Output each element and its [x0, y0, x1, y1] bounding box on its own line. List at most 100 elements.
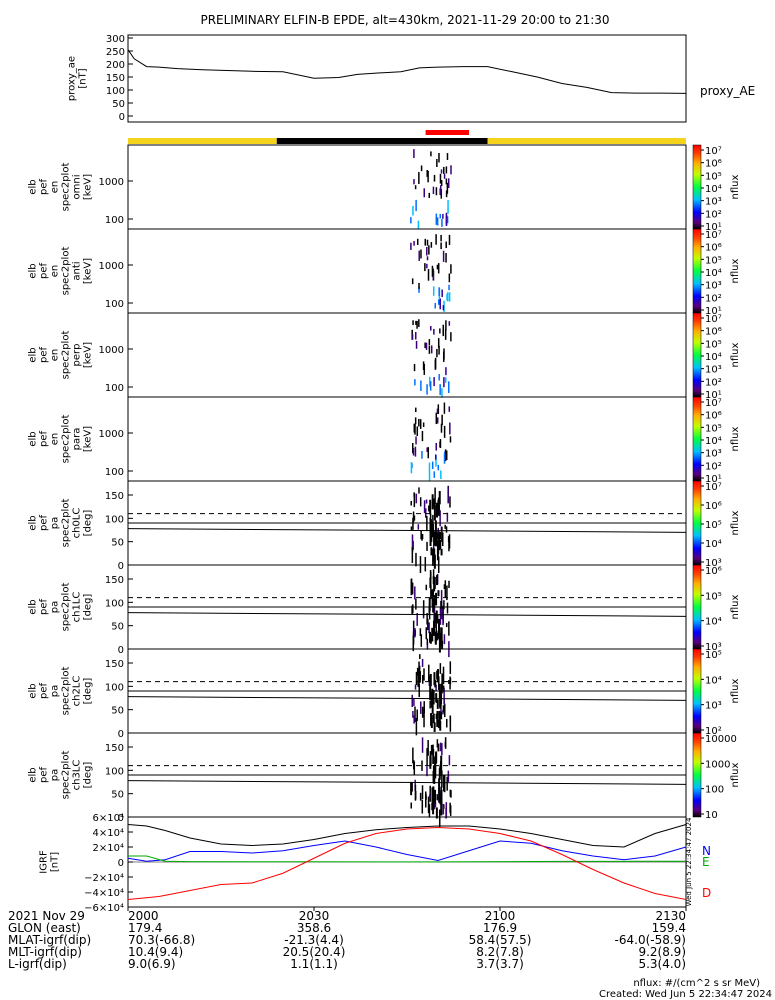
- panel-ch1LC-pixel: [437, 618, 440, 633]
- panel-para-pixel: [435, 412, 438, 425]
- panel-perp-pixel: [414, 379, 416, 386]
- panel-para-cb-label-6: 10⁷: [705, 398, 722, 409]
- panel-ch3LC-colorbar: [692, 732, 702, 818]
- panel-anti-cb-label-4: 10⁵: [705, 255, 722, 266]
- panel-omni-pixel: [447, 199, 449, 210]
- panel-ch2LC-pixel: [414, 706, 416, 723]
- panel-perp-cb-label-5: 10⁶: [705, 327, 722, 338]
- panel-ch0LC-pixel: [429, 519, 432, 535]
- panel-perp-pixel: [428, 345, 431, 354]
- panel-ch2LC-ylabel-1: pef: [39, 683, 50, 700]
- panel-ch1LC-pixel: [428, 597, 431, 611]
- panel-ch2LC-pixel: [413, 698, 415, 707]
- panel-ch0LC-ylabel-1: pef: [39, 515, 50, 532]
- panel-ch1LC-pixel: [443, 634, 446, 645]
- panel-ch3LC-pixel: [438, 809, 441, 828]
- igrf-ytick-label-5: 4×10⁴: [93, 828, 124, 839]
- panel-ch3LC-pixel: [426, 747, 428, 766]
- panel-ch0LC-cb-label-2: 10⁵: [705, 520, 722, 531]
- panel-para-pixel: [440, 470, 442, 480]
- panel-ch1LC-pixel: [414, 628, 416, 638]
- panel-ch2LC-ylabel-5: [deg]: [83, 678, 94, 705]
- panel-ch1LC-cb-title: nflux: [730, 594, 741, 619]
- panel-para-pixel: [422, 422, 425, 428]
- panel-omni-pixel: [410, 217, 412, 224]
- igrf-ytick-label-2: −2×10⁴: [84, 873, 124, 884]
- panel-omni-pixel: [443, 166, 445, 174]
- panel-ch2LC-pixel: [449, 676, 451, 690]
- panel-ch3LC-pixel: [429, 794, 431, 799]
- panel-perp-pixel: [423, 363, 426, 375]
- panel-ch0LC-pixel: [420, 530, 422, 540]
- panel-ch0LC-cb-label-1: 10⁴: [705, 539, 722, 550]
- panel-ch2LC-pixel: [412, 710, 414, 718]
- panel-ch0LC-pixel: [436, 532, 439, 539]
- panel-ch0LC-pixel: [415, 552, 417, 567]
- panel-omni-pixel: [435, 187, 438, 196]
- panel-ch0LC-pixel: [411, 534, 414, 553]
- panel-anti-pixel: [418, 286, 420, 293]
- footer-row-0-value-2: 2030: [299, 909, 330, 923]
- panel-ch2LC-cb-title: nflux: [730, 678, 741, 703]
- panel-ch3LC: 0 50 100 150 10 100 1000 10000 nflux elb pef pa spec…: [28, 732, 741, 828]
- panel-ch3LC-pixel: [431, 787, 434, 803]
- panel-ch3LC-pixel: [450, 790, 452, 798]
- panel-ch0LC-pixel: [433, 504, 436, 521]
- panel-ch0LC-ytick-label-2: 100: [105, 514, 124, 525]
- panel-ch1LC-pixel: [436, 614, 439, 624]
- panel-omni-pixel: [423, 188, 426, 198]
- panel-ch2LC-pixel: [421, 658, 424, 667]
- footer-row-4-value-2: 1.1(1.1): [290, 957, 338, 971]
- igrf-ylabel-1: [nT]: [50, 852, 61, 872]
- panel-ch2LC-cb-label-3: 10⁵: [705, 650, 722, 661]
- panel-ch1LC-ytick-label-2: 100: [105, 598, 124, 609]
- footer-row-4-label: L-igrf(dip): [8, 957, 67, 971]
- panel-para-spectrogram: [410, 402, 452, 482]
- panel-para-pixel: [449, 436, 452, 443]
- panel-ch0LC-pixel: [428, 505, 430, 512]
- panel-perp-pixel: [411, 334, 414, 340]
- footer-row-0-value-3: 2100: [485, 909, 516, 923]
- panel-perp-pixel: [424, 342, 426, 349]
- panel-omni-ylabel-5: [keV]: [83, 174, 94, 200]
- panel-ch3LC-pixel: [436, 739, 439, 748]
- panel-ch3LC-ylabel-3: spec2plot: [61, 751, 72, 800]
- panel-ch1LC-pixel: [410, 578, 413, 596]
- panel-ch2LC-pixel: [434, 679, 437, 688]
- panel-para-pixel: [426, 447, 428, 452]
- panel-anti-pixel: [437, 263, 440, 274]
- panel-omni-cb-title: nflux: [730, 174, 741, 199]
- panel-perp-pixel: [441, 388, 443, 398]
- panel-ch3LC-pixel: [440, 742, 442, 752]
- panel-ch1LC-pixel: [441, 640, 444, 649]
- panel-ch0LC-pixel: [429, 499, 432, 515]
- panel-ch1LC-pixel: [448, 621, 450, 636]
- panel-ch2LC-pixel: [443, 703, 446, 718]
- panel-anti-spectrogram: [410, 234, 452, 313]
- panel-ch0LC-pixel: [446, 512, 449, 522]
- panel-ch0LC-pixel: [412, 517, 414, 530]
- panel-ch3LC-pixel: [434, 801, 437, 808]
- panel-perp-pixel: [438, 374, 440, 381]
- panel-omni-pixel: [412, 205, 414, 216]
- panel-ch0LC-pixel: [410, 526, 413, 531]
- panel-perp-pixel: [439, 328, 441, 334]
- panel-ch1LC-cb-label-0: 10³: [705, 642, 722, 653]
- panel-ch2LC-pixel: [421, 706, 424, 718]
- panel-perp-cb-label-1: 10²: [705, 377, 722, 388]
- igrf-ytick-label-6: 6×10⁴: [93, 813, 124, 824]
- panel-ch2LC-pixel: [440, 706, 442, 713]
- panel-ch1LC-pixel: [430, 571, 432, 580]
- panel-ch2LC-loss-cone-line: [127, 696, 687, 701]
- panel-ch2LC-pixel: [429, 685, 432, 700]
- panel-ch1LC-pixel: [436, 633, 439, 640]
- panel-ch3LC-spectrogram: [410, 737, 452, 828]
- panel-ch1LC-pixel: [412, 631, 415, 645]
- panel-ch2LC-ylabel-0: elb: [28, 683, 39, 698]
- panel-anti-pixel: [418, 282, 420, 289]
- panel-ch3LC-ytick-label-2: 100: [105, 766, 124, 777]
- panel-perp-pixel: [430, 345, 433, 354]
- panel-ch1LC-pixel: [443, 584, 446, 589]
- panel-ch3LC-pixel: [441, 743, 443, 756]
- panel-ch3LC-pixel: [429, 755, 432, 769]
